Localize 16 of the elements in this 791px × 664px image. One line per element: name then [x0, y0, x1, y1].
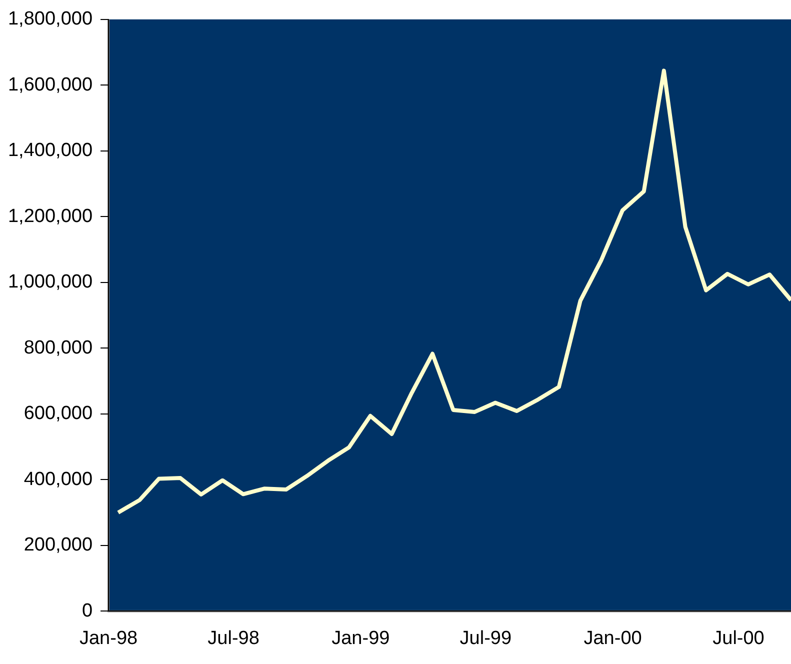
y-tick-label: 1,800,000: [8, 8, 93, 30]
y-tick-label: 200,000: [24, 534, 93, 556]
y-tick-label: 0: [82, 600, 93, 622]
x-tick-label: Jul-99: [460, 628, 512, 649]
x-tick-label: Jan-98: [79, 628, 138, 649]
y-tick-label: 1,600,000: [8, 74, 93, 96]
x-tick-label: Jan-99: [332, 628, 390, 649]
x-tick-label: Jul-98: [208, 628, 260, 649]
x-tick-label: Jul-00: [712, 628, 764, 649]
y-tick-label: 800,000: [24, 337, 93, 358]
y-tick-label: 1,000,000: [8, 272, 93, 293]
y-tick-label: 600,000: [24, 403, 93, 424]
x-tick-label: Jan-00: [584, 628, 642, 649]
y-tick-label: 1,400,000: [8, 140, 93, 162]
y-tick-label: 1,200,000: [8, 206, 93, 227]
y-tick-label: 400,000: [24, 468, 93, 490]
